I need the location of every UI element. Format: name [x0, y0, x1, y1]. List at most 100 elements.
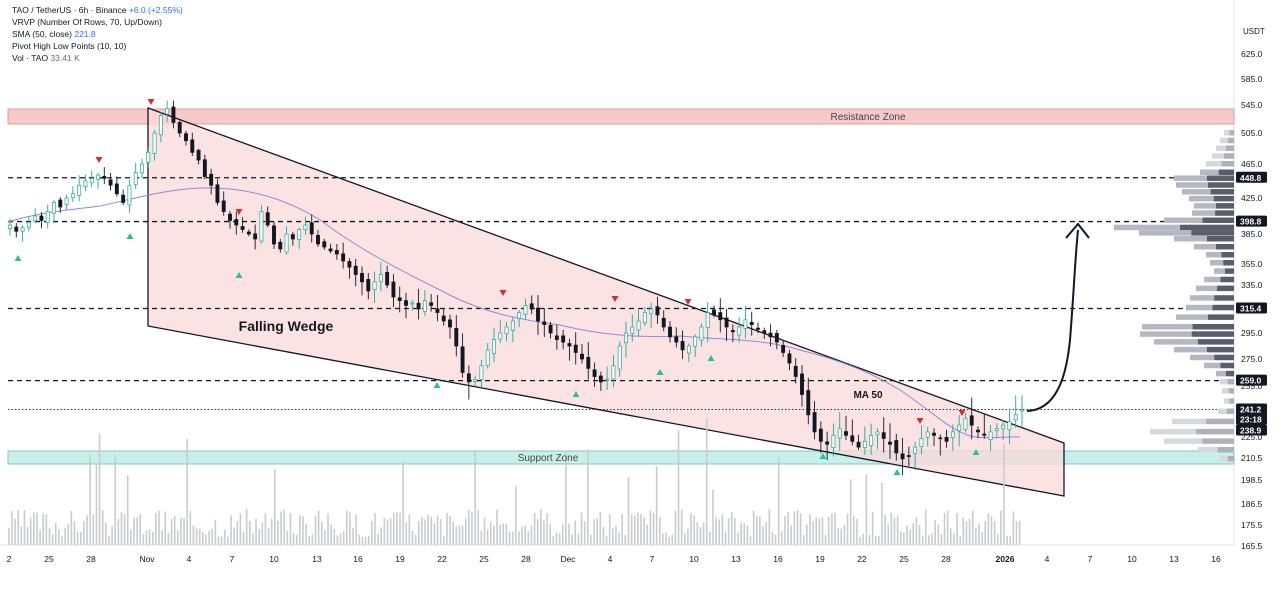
candle-body: [479, 365, 484, 380]
volume-bar: [975, 527, 977, 545]
candle-body: [617, 345, 622, 370]
candle-body: [724, 317, 729, 328]
volume-bar: [242, 531, 245, 545]
volume-bar: [899, 531, 902, 545]
candle-body: [1007, 421, 1012, 431]
candle-body: [925, 431, 930, 438]
volume-bar: [671, 534, 674, 545]
candle-body: [410, 302, 415, 305]
volume-bar: [217, 536, 220, 545]
volume-bar: [662, 533, 664, 545]
candle-body: [259, 211, 264, 242]
candle-body: [209, 173, 214, 186]
volume-bar: [433, 523, 436, 545]
x-tick-label: 28: [941, 554, 951, 564]
volume-bar: [161, 530, 163, 545]
candle-body: [561, 335, 566, 343]
volume-bar: [583, 521, 586, 545]
volume-bar: [643, 517, 645, 545]
volume-bar: [405, 522, 408, 545]
x-tick-label: 22: [857, 554, 867, 564]
volume-bar: [1012, 511, 1015, 545]
price-label-text: 23:18: [1240, 414, 1262, 424]
dashed-levels: [8, 177, 1234, 410]
x-tick-label: 2026: [996, 554, 1015, 564]
volume-bar: [183, 517, 185, 545]
candle-body: [8, 224, 12, 229]
volume-bar: [630, 514, 633, 545]
volume-profile-bar-up: [1204, 362, 1221, 369]
volume-profile-bar-up: [1140, 331, 1192, 337]
volume-bar: [377, 533, 379, 545]
volume-bar: [311, 534, 314, 545]
volume-bar: [1000, 510, 1002, 545]
pivot-low-marker: [707, 355, 715, 361]
volume-bar: [843, 524, 846, 545]
volume-profile-bar-up: [1204, 276, 1221, 283]
volume-bar: [596, 518, 598, 545]
candle-body: [190, 139, 195, 153]
volume-bar: [536, 518, 539, 545]
volume-bar: [314, 516, 317, 545]
volume-bar: [834, 512, 836, 545]
volume-bar: [120, 512, 123, 545]
volume-profile-bar-down: [1207, 175, 1234, 181]
volume-bar: [774, 534, 777, 545]
volume-bar: [615, 526, 617, 545]
candle-body: [718, 312, 723, 321]
volume-bar: [568, 523, 570, 545]
volume-profile-bar-up: [1192, 210, 1216, 216]
volume-profile-bar-up: [1154, 339, 1198, 345]
x-tick-label: 4: [187, 554, 192, 564]
candle-body: [812, 412, 817, 433]
volume-profile-bar-up: [1174, 175, 1207, 181]
y-tick-label: 210.5: [1241, 453, 1263, 463]
candle-body: [743, 319, 748, 329]
volume-profile-bar-down: [1220, 362, 1234, 369]
x-tick-label: 25: [899, 554, 909, 564]
x-tick-label: 16: [773, 554, 783, 564]
x-tick-label: 19: [395, 554, 405, 564]
volume-bar: [793, 511, 796, 545]
volume-profile-bar-up: [1176, 182, 1208, 188]
volume-bar: [139, 513, 142, 545]
volume-bars: [8, 417, 1021, 545]
volume-bar: [771, 532, 774, 545]
volume-profile-bar-up: [1210, 260, 1224, 266]
volume-bar: [383, 517, 386, 545]
candle-body: [869, 434, 874, 446]
volume-bar: [978, 523, 980, 545]
candle-body: [397, 297, 402, 301]
candle-body: [416, 302, 421, 310]
candle-body: [341, 253, 346, 262]
volume-bar: [934, 520, 936, 545]
volume-profile-bar-down: [1216, 203, 1234, 209]
volume-bar: [853, 515, 855, 545]
volume-bar: [443, 536, 445, 545]
y-tick-label: 625.0: [1241, 49, 1263, 59]
volume-bar: [987, 513, 990, 545]
volume-bar: [464, 518, 467, 545]
volume-bar: [665, 532, 667, 545]
candle-body: [988, 431, 993, 441]
candle-body: [548, 324, 553, 334]
currency-label: USDT: [1243, 27, 1265, 36]
candle-body: [1020, 409, 1024, 412]
volume-bar: [461, 525, 464, 545]
volume-bar: [95, 463, 98, 545]
pivot-low-marker: [893, 469, 901, 475]
volume-bar: [20, 526, 23, 545]
volume-bar: [840, 528, 843, 545]
volume-bar: [483, 517, 486, 545]
volume-bar: [658, 517, 661, 545]
vrvp-label: VRVP (Number Of Rows, 70, Up/Down): [12, 17, 162, 27]
volume-bar: [64, 528, 66, 545]
candle-body: [284, 233, 289, 253]
pivot-high-marker: [611, 296, 619, 302]
volume-bar: [984, 520, 987, 545]
volume-profile-bar-down: [1191, 230, 1234, 236]
candle-body: [806, 390, 811, 416]
volume-bar: [458, 525, 461, 545]
